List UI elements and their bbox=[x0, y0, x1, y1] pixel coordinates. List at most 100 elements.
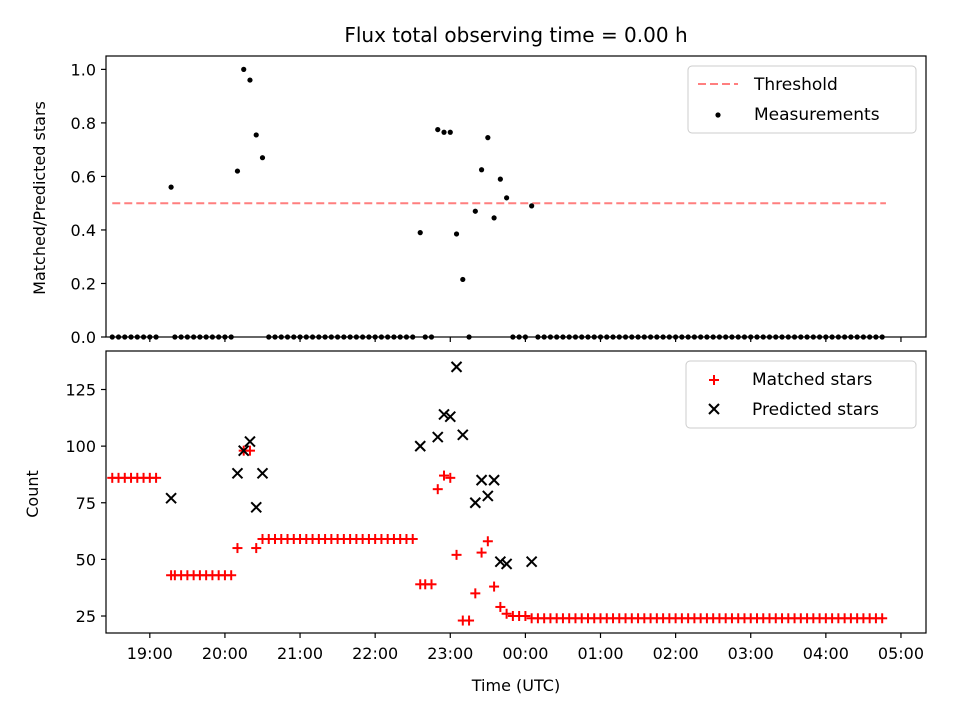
measurement-point bbox=[491, 215, 497, 221]
y-tick-label: 0.6 bbox=[71, 167, 96, 186]
x-tick-label: 02:00 bbox=[653, 644, 699, 663]
top-y-axis-label: Matched/Predicted stars bbox=[30, 101, 49, 295]
y-tick-label: 100 bbox=[65, 437, 96, 456]
matched-star-point bbox=[877, 613, 888, 624]
matched-star-point bbox=[232, 543, 243, 554]
predicted-star-point bbox=[469, 497, 482, 509]
bottom-panel: Count Time (UTC) 25 50 75 100 125 19:00 20:00… bbox=[23, 350, 927, 695]
matched-star-point bbox=[482, 536, 493, 547]
matched-star-point bbox=[520, 611, 531, 622]
predicted-star-point bbox=[475, 474, 488, 486]
measurement-point bbox=[441, 129, 447, 135]
x-tick-label: 03:00 bbox=[728, 644, 774, 663]
x-tick-label: 21:00 bbox=[277, 644, 323, 663]
top-axes-frame bbox=[105, 55, 927, 338]
predicted-star-point bbox=[500, 558, 513, 570]
predicted-star-point bbox=[438, 408, 450, 421]
x-tick-label: 05:00 bbox=[878, 644, 924, 663]
predicted-star-point bbox=[444, 410, 456, 423]
measurement-point bbox=[253, 132, 259, 138]
y-tick-label: 1.0 bbox=[71, 60, 96, 79]
legend-predicted-swatch bbox=[708, 403, 720, 415]
legend-measurements-swatch bbox=[715, 112, 721, 118]
measurement-point bbox=[234, 168, 241, 174]
matched-star-point bbox=[464, 615, 475, 626]
matched-star-point bbox=[244, 445, 255, 456]
predicted-star-point bbox=[494, 555, 507, 568]
bottom-y-ticks: 25 50 75 100 125 bbox=[65, 381, 106, 626]
matched-star-point bbox=[470, 588, 481, 599]
predicted-star-point bbox=[165, 492, 177, 504]
predicted-star-point bbox=[231, 467, 244, 480]
predicted-stars-points bbox=[165, 361, 538, 570]
predicted-star-point bbox=[450, 361, 463, 373]
y-tick-label: 125 bbox=[65, 381, 96, 400]
predicted-star-point bbox=[250, 501, 262, 513]
y-tick-label: 0.4 bbox=[71, 221, 96, 240]
matched-star-point bbox=[251, 543, 262, 554]
x-tick-label: 00:00 bbox=[502, 644, 548, 663]
measurement-point bbox=[435, 126, 441, 133]
top-legend: Threshold Measurements bbox=[687, 65, 917, 134]
measurement-point bbox=[247, 77, 253, 83]
x-tick-label: 04:00 bbox=[803, 644, 849, 663]
top-panel: Matched/Predicted stars 0.0 0.2 0.4 0.6 0.8 1… bbox=[30, 55, 927, 347]
matched-star-point bbox=[407, 534, 418, 544]
legend-matched-label: Matched stars bbox=[752, 370, 872, 390]
top-y-ticks: 0.0 0.2 0.4 0.6 0.8 1.0 bbox=[71, 60, 106, 347]
predicted-star-point bbox=[256, 467, 269, 480]
predicted-star-point bbox=[525, 555, 538, 568]
measurement-point bbox=[485, 135, 491, 141]
y-tick-label: 0.0 bbox=[71, 328, 96, 347]
measurement-point bbox=[504, 195, 510, 201]
matched-star-point bbox=[426, 579, 437, 590]
matched-star-point bbox=[226, 570, 237, 581]
matched-star-point bbox=[151, 472, 162, 483]
measurement-point bbox=[447, 129, 453, 135]
matched-star-point bbox=[489, 581, 500, 592]
predicted-star-point bbox=[244, 435, 256, 448]
chart-title: Flux total observing time = 0.00 h bbox=[344, 23, 687, 47]
measurement-point bbox=[453, 231, 460, 237]
bottom-x-ticks: 19:00 20:00 21:00 22:00 23:00 00:00 01:00 02:00… bbox=[127, 633, 924, 663]
y-tick-label: 50 bbox=[76, 550, 96, 569]
predicted-star-point bbox=[238, 444, 250, 457]
top-legend-box bbox=[687, 65, 917, 134]
matched-star-point bbox=[495, 601, 506, 612]
matched-star-point bbox=[439, 470, 450, 481]
bottom-legend-box bbox=[685, 360, 917, 429]
y-tick-label: 0.8 bbox=[71, 114, 96, 133]
measurement-point bbox=[417, 230, 423, 236]
matched-star-point bbox=[432, 484, 443, 495]
measurement-point bbox=[460, 276, 466, 283]
y-tick-label: 0.2 bbox=[71, 274, 96, 293]
matched-stars-points bbox=[107, 445, 888, 626]
y-tick-label: 75 bbox=[76, 494, 96, 513]
matched-star-point bbox=[476, 547, 487, 558]
x-axis-label: Time (UTC) bbox=[471, 676, 560, 695]
matched-star-point bbox=[445, 472, 456, 483]
predicted-star-point bbox=[482, 490, 494, 502]
predicted-star-point bbox=[414, 440, 426, 452]
legend-threshold-label: Threshold bbox=[753, 75, 838, 95]
matched-star-point bbox=[451, 549, 462, 560]
legend-matched-swatch bbox=[709, 375, 719, 385]
measurement-point bbox=[478, 167, 485, 173]
x-tick-label: 22:00 bbox=[352, 644, 398, 663]
measurement-point bbox=[472, 208, 478, 214]
x-tick-label: 19:00 bbox=[127, 644, 173, 663]
measurement-point bbox=[241, 66, 247, 72]
x-tick-label: 01:00 bbox=[577, 644, 623, 663]
measurement-point bbox=[497, 176, 503, 182]
predicted-star-point bbox=[432, 431, 444, 443]
bottom-axes-frame bbox=[105, 350, 927, 634]
measurement-point bbox=[259, 155, 266, 161]
predicted-star-point bbox=[488, 474, 500, 486]
x-tick-label: 23:00 bbox=[427, 644, 473, 663]
predicted-star-point bbox=[457, 429, 469, 441]
x-tick-label: 20:00 bbox=[202, 644, 248, 663]
bottom-y-axis-label: Count bbox=[23, 470, 42, 518]
legend-predicted-label: Predicted stars bbox=[752, 400, 879, 420]
matched-star-point bbox=[501, 608, 512, 619]
